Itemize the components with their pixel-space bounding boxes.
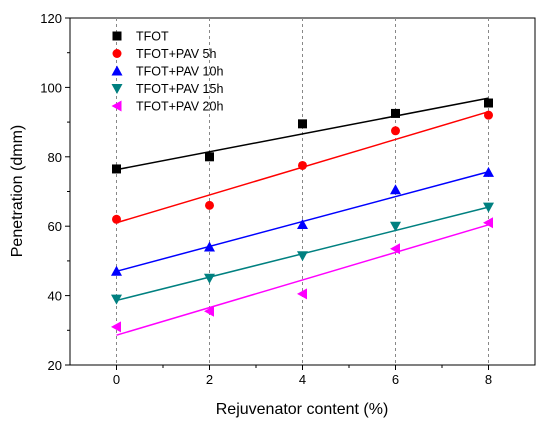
data-point xyxy=(111,265,122,276)
data-point xyxy=(297,218,308,229)
legend-marker xyxy=(111,84,123,94)
data-point xyxy=(483,166,494,177)
fit-line xyxy=(116,97,489,171)
legend-label: TFOT xyxy=(136,30,169,44)
data-point xyxy=(390,184,401,195)
legend-label: TFOT+PAV 10h xyxy=(136,65,223,79)
legend-label: TFOT+PAV 5h xyxy=(136,47,217,61)
legend-marker xyxy=(112,31,122,41)
data-point xyxy=(112,164,121,174)
y-axis-title: Penetration (dmm) xyxy=(9,125,26,258)
y-tick-label: 100 xyxy=(40,80,62,95)
y-tick-label: 120 xyxy=(40,11,62,26)
x-axis-title: Rejuvenator content (%) xyxy=(216,401,389,418)
fit-line xyxy=(116,224,489,336)
data-point xyxy=(297,251,308,262)
data-point xyxy=(111,321,121,333)
data-point xyxy=(205,200,214,210)
data-point xyxy=(205,152,214,162)
data-point xyxy=(111,294,122,305)
legend-label: TFOT+PAV 15h xyxy=(136,82,223,96)
legend-marker xyxy=(112,49,122,58)
legend: TFOT TFOT+PAV 5h TFOT+PAV 10h TFOT+PAV 15h T… xyxy=(111,30,223,114)
y-tick-label: 80 xyxy=(48,150,62,165)
x-tick-label: 0 xyxy=(113,372,120,387)
data-point xyxy=(204,273,215,284)
legend-marker xyxy=(111,100,122,112)
data-point xyxy=(391,108,400,118)
data-point xyxy=(483,217,493,229)
data-point xyxy=(484,110,493,120)
x-tick-label: 2 xyxy=(206,372,213,387)
legend-label: TFOT+PAV 20h xyxy=(136,100,223,114)
data-point xyxy=(390,243,400,255)
y-tick-label: 40 xyxy=(48,289,62,304)
data-point xyxy=(204,305,214,317)
data-point xyxy=(298,160,307,170)
y-tick-label: 60 xyxy=(48,219,62,234)
data-point xyxy=(391,126,400,136)
data-point xyxy=(390,221,401,232)
data-point xyxy=(298,119,307,129)
data-points xyxy=(111,98,494,333)
x-tick-label: 8 xyxy=(485,372,492,387)
data-point xyxy=(204,241,215,252)
data-point xyxy=(112,214,121,224)
data-point xyxy=(297,288,307,300)
y-tick-label: 20 xyxy=(48,358,62,373)
x-tick-label: 4 xyxy=(299,372,306,387)
data-point xyxy=(483,202,494,213)
x-tick-label: 6 xyxy=(392,372,399,387)
data-point xyxy=(484,98,493,108)
legend-marker xyxy=(111,65,123,76)
axis-ticks: 0 2 4 6 8 20 40 60 80 100 120 xyxy=(40,11,492,387)
